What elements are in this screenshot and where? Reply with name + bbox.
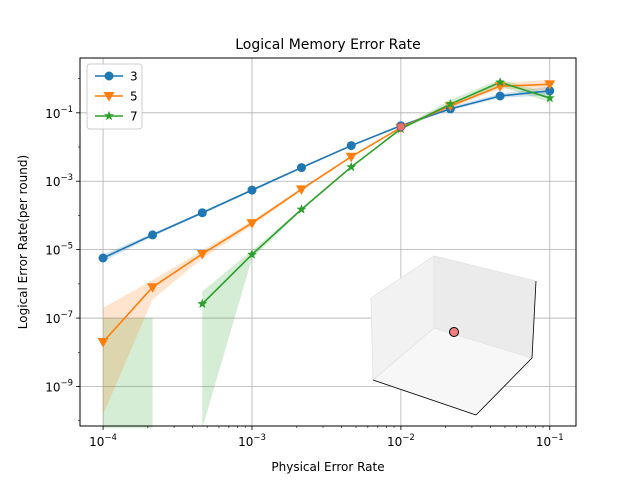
series-3-point — [495, 91, 505, 101]
legend-marker-3 — [104, 71, 114, 81]
x-tick-label: 10−4 — [89, 433, 117, 449]
series-7-point — [346, 161, 357, 172]
series-5-point — [97, 338, 109, 348]
series-5-point — [544, 80, 556, 90]
series-markers — [97, 76, 556, 348]
x-axis-ticks: 10−4 10−3 10−2 10−1 — [89, 426, 564, 449]
inset-3d-box — [370, 255, 537, 416]
y-axis-ticks: 10−9 10−7 10−5 10−3 10−1 — [45, 78, 80, 422]
series-3-point — [346, 141, 356, 151]
series-5-point — [196, 249, 208, 260]
series-3-point — [296, 163, 306, 173]
series-5-point — [296, 185, 307, 195]
legend: 3 5 7 — [86, 63, 143, 130]
series-5-point — [345, 152, 357, 163]
series-3-point — [148, 230, 158, 240]
crossing-point — [396, 122, 406, 132]
y-tick-label: 10−7 — [45, 310, 73, 326]
x-tick-label: 10−1 — [536, 433, 564, 449]
legend-marker-7 — [103, 110, 115, 121]
series-lines — [102, 81, 551, 343]
series-7-point — [197, 298, 208, 309]
series-7-point — [544, 92, 555, 103]
series-7-point — [296, 204, 307, 214]
chart-title: Logical Memory Error Rate — [235, 37, 421, 53]
plot-frame — [79, 57, 577, 427]
inset-axis-x — [372, 379, 477, 416]
inset-point — [449, 327, 459, 337]
x-tick-label: 10−2 — [387, 433, 415, 449]
y-axis-label: Logical Error Rate(per round) — [16, 155, 30, 329]
legend-label-7: 7 — [130, 110, 138, 124]
series-3-point — [247, 185, 257, 195]
inset-axis-z — [531, 280, 537, 359]
series-5-point — [147, 283, 159, 293]
grid-lines — [80, 58, 576, 426]
series-7-point — [495, 76, 506, 87]
x-tick-label: 10−3 — [238, 433, 266, 449]
y-tick-label: 10−1 — [45, 105, 73, 121]
legend-marker-5 — [103, 92, 115, 102]
y-tick-label: 10−9 — [45, 378, 73, 394]
series-7-point — [445, 98, 456, 109]
x-axis-label: Physical Error Rate — [271, 460, 384, 474]
series-7-point — [246, 249, 258, 259]
y-tick-label: 10−3 — [45, 173, 73, 189]
confidence-bands — [103, 79, 550, 429]
legend-label-5: 5 — [130, 90, 138, 104]
series-3-point — [98, 253, 108, 263]
legend-label-3: 3 — [130, 70, 138, 84]
series-3-point — [197, 208, 207, 218]
series-7-band-extension — [103, 318, 153, 429]
series-5-line — [102, 83, 550, 343]
series-7-line — [201, 81, 551, 305]
series-5-point — [246, 219, 258, 229]
y-tick-label: 10−5 — [45, 242, 73, 258]
inset-axis-y — [475, 357, 533, 416]
series-3-line — [102, 89, 550, 259]
